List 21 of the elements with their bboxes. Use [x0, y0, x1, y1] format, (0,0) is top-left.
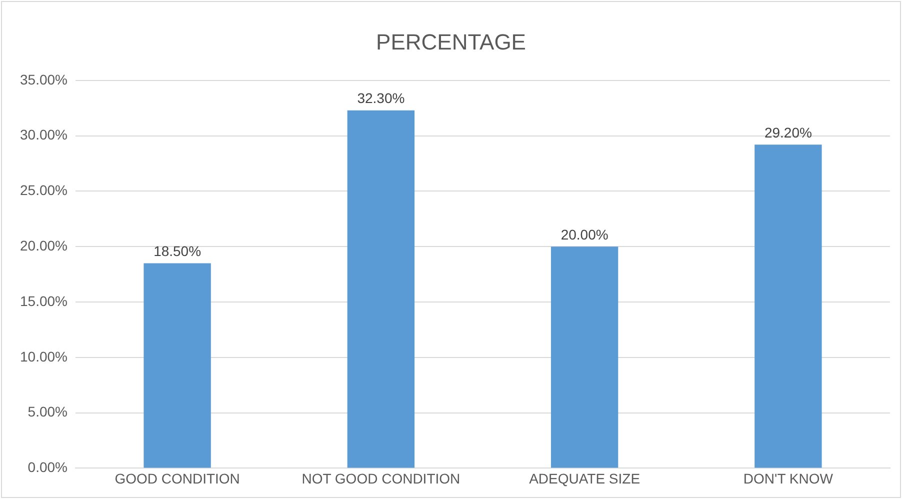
- y-tick-label: 0.00%: [28, 459, 68, 476]
- y-tick-label: 15.00%: [20, 292, 68, 309]
- bar: [347, 110, 415, 468]
- bar: [754, 144, 822, 468]
- data-label: 20.00%: [560, 226, 608, 242]
- x-tick-label: ADEQUATE SIZE: [529, 470, 640, 486]
- x-tick-label: DON'T KNOW: [743, 470, 834, 486]
- y-tick-label: 30.00%: [20, 126, 68, 143]
- data-label: 32.30%: [357, 90, 405, 106]
- y-tick-label: 20.00%: [20, 237, 68, 254]
- x-tick-label: GOOD CONDITION: [114, 470, 240, 486]
- y-tick-label: 25.00%: [20, 182, 68, 198]
- x-tick-label: NOT GOOD CONDITION: [302, 470, 460, 486]
- y-tick-label: 5.00%: [28, 404, 68, 420]
- bar: [144, 263, 211, 468]
- data-label: 18.50%: [154, 243, 202, 260]
- y-tick-label: 35.00%: [20, 71, 68, 88]
- chart-title: PERCENTAGE: [376, 29, 526, 54]
- data-label: 29.20%: [764, 124, 812, 141]
- y-tick-label: 10.00%: [20, 348, 68, 364]
- bar: [550, 246, 618, 468]
